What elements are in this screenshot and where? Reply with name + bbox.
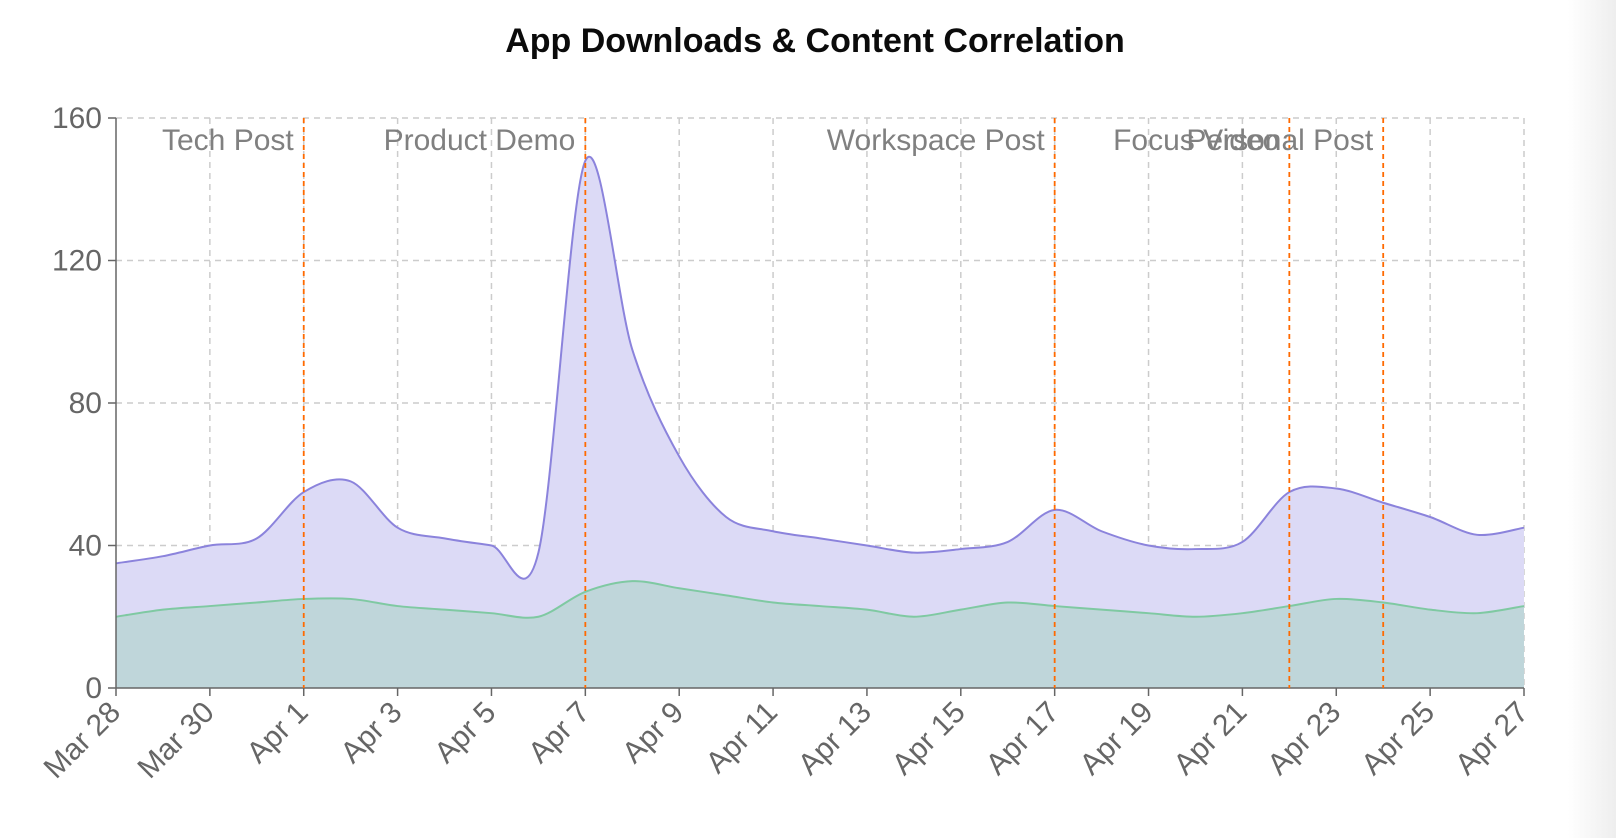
series-1-line	[115, 156, 1525, 580]
y-tick-label: 120	[52, 245, 102, 278]
x-tick-label: Apr 23	[1261, 696, 1347, 782]
x-tick-label: Apr 19	[1074, 696, 1160, 782]
x-tick-label: Mar 30	[131, 696, 220, 785]
series-2-area	[116, 581, 1524, 688]
x-tick-label: Apr 27	[1449, 696, 1535, 782]
annotation-label: Tech Post	[162, 124, 294, 157]
series-1-area	[116, 156, 1524, 688]
annotation-label: Workspace Post	[827, 124, 1046, 157]
annotation-layer: Tech Post Product Demo Workspace Post Focus…	[162, 118, 1385, 688]
x-tick-label: Apr 17	[980, 696, 1066, 782]
x-tick-label: Mar 28	[38, 696, 127, 785]
x-tick-label: Apr 13	[792, 696, 878, 782]
x-tick-label: Apr 9	[616, 696, 690, 770]
x-tick-label: Apr 1	[241, 696, 315, 770]
area-layer	[115, 156, 1525, 688]
y-tick-label: 160	[52, 102, 102, 135]
x-tick-label: Apr 3	[335, 696, 409, 770]
x-tick-label: Apr 11	[700, 696, 784, 780]
x-tick-label: Apr 7	[522, 696, 596, 770]
annotation-label: Product Demo	[384, 124, 576, 157]
x-tick-label: Apr 5	[428, 696, 502, 770]
x-tick-label: Apr 25	[1355, 696, 1441, 782]
x-tick-label: Apr 15	[886, 696, 972, 782]
y-tick-label: 40	[69, 530, 102, 563]
chart-title: App Downloads & Content Correlation	[505, 22, 1125, 60]
y-tick-label: 80	[69, 387, 102, 420]
y-tick-label: 0	[85, 672, 102, 705]
annotation-label: Focus Video	[1113, 124, 1279, 157]
x-tick-label: Apr 21	[1168, 696, 1254, 782]
annotation-label: Personal Post	[1186, 124, 1373, 157]
